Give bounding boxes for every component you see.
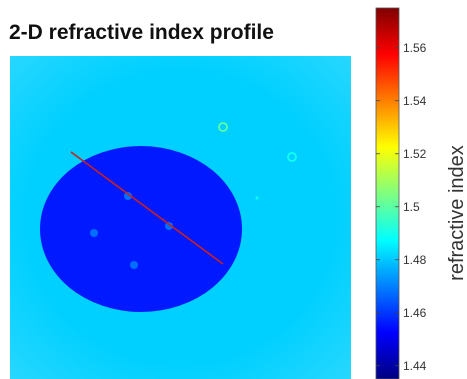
heatmap-regions <box>40 122 297 312</box>
colorbar-tick-label: 1.48 <box>403 253 427 267</box>
colorbar-ticks: 1.44 1.46 1.48 1.5 1.52 1.54 1.56 <box>376 41 427 373</box>
ring-region <box>287 152 297 162</box>
colorbar-tick-label: 1.56 <box>403 41 427 55</box>
dot-region <box>130 261 138 269</box>
dot-region <box>124 192 132 200</box>
colorbar-tick-label: 1.5 <box>403 200 420 214</box>
colorbar-tick-label: 1.44 <box>403 359 427 373</box>
heatmap-image <box>10 56 351 379</box>
chart-title: 2-D refractive index profile <box>9 21 274 44</box>
dot-region <box>255 196 259 200</box>
dark-disk-region <box>40 146 242 312</box>
dot-region <box>90 229 98 237</box>
colorbar-tick-label: 1.54 <box>403 94 427 108</box>
dot-region <box>165 222 173 230</box>
colorbar: 1.44 1.46 1.48 1.5 1.52 1.54 1.56 refractive i… <box>375 7 467 379</box>
colorbar-tick-label: 1.46 <box>403 306 427 320</box>
ring-region <box>218 122 228 132</box>
colorbar-fill <box>375 7 400 379</box>
colorbar-label: refractive index <box>446 145 467 281</box>
colorbar-tick-label: 1.52 <box>403 147 427 161</box>
line-profile <box>70 151 224 265</box>
